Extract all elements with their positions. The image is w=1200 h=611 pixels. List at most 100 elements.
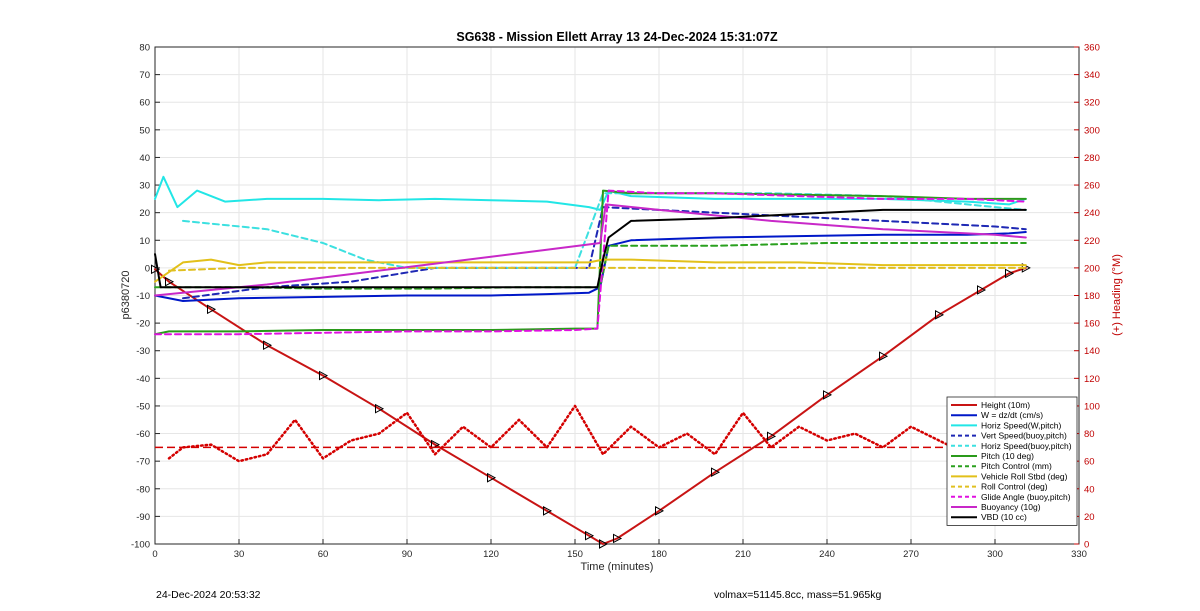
y-tick-label: 40 (139, 153, 150, 164)
y-tick-label: 20 (139, 208, 150, 219)
y2-tick-label: 240 (1084, 208, 1100, 219)
height-marker (487, 472, 497, 483)
y2-tick-label: 100 (1084, 401, 1100, 412)
height-marker (879, 351, 889, 362)
y2-axis-label: (+) Heading (°M) (1111, 254, 1123, 336)
series-layer (151, 175, 1079, 549)
height-marker (263, 340, 273, 351)
y-tick-label: -90 (136, 512, 150, 523)
legend-label: Vehicle Roll Stbd (deg) (981, 471, 1068, 481)
y-axis-label: p6380720 (120, 271, 132, 320)
y-tick-label: -10 (136, 291, 150, 302)
y2-tick-label: 280 (1084, 153, 1100, 164)
height-marker (711, 467, 721, 478)
series-vehicle-roll-stbd-deg (154, 258, 1027, 283)
x-axis-label: Time (minutes) (581, 561, 654, 573)
legend-label: Glide Angle (buoy,pitch) (981, 492, 1071, 502)
series-heading (167, 404, 1025, 463)
y-tick-label: 10 (139, 236, 150, 247)
series-height-10m (154, 266, 1027, 545)
y2-tick-label: 0 (1084, 540, 1089, 551)
legend-label: Buoyancy (10g) (981, 502, 1041, 512)
y-tick-label: 0 (145, 263, 150, 274)
y2-tick-label: 300 (1084, 125, 1100, 136)
height-marker (543, 506, 553, 516)
y2-tick-label: 180 (1084, 291, 1100, 302)
height-marker (977, 285, 987, 295)
y2-tick-label: 320 (1084, 98, 1100, 109)
y2-tick-label: 160 (1084, 319, 1100, 330)
height-marker (1005, 268, 1015, 279)
series-glide-angle-buoy-pitch (154, 189, 1027, 336)
x-tick-label: 210 (735, 549, 751, 560)
height-marker (599, 539, 609, 549)
height-marker (655, 506, 665, 516)
x-tick-label: 270 (903, 549, 919, 560)
y-tick-label: -40 (136, 374, 150, 385)
height-marker (319, 370, 329, 381)
legend-label: Horiz Speed(W,pitch) (981, 420, 1061, 430)
y-axis-right: 0 20 40 60 80 100 120 140 160 180 200 220 240 260 280 3… (1074, 43, 1100, 551)
y-axis-left: -100-90-80-70-60-50-40-30-20-10010203040… (131, 43, 160, 551)
y2-tick-label: 80 (1084, 429, 1095, 440)
legend-label: VBD (10 cc) (981, 512, 1027, 522)
height-marker (823, 390, 833, 400)
series-vert-speed-buoy-pitch (182, 206, 1027, 300)
height-marker (375, 403, 385, 414)
series-buoyancy-10g (154, 203, 1027, 297)
y-tick-label: 50 (139, 125, 150, 136)
y2-tick-label: 360 (1084, 43, 1100, 54)
y2-tick-label: 200 (1084, 263, 1100, 274)
y-tick-label: -20 (136, 319, 150, 330)
height-marker (613, 533, 623, 544)
height-marker (585, 530, 595, 541)
legend: Height (10m)W = dz/dt (cm/s)Horiz Speed(… (946, 396, 1078, 526)
height-marker (767, 431, 777, 442)
y-tick-label: -30 (136, 346, 150, 357)
x-tick-label: 180 (651, 549, 667, 560)
series-vbd-10-cc (154, 208, 1027, 289)
legend-label: Vert Speed(buoy,pitch) (981, 431, 1067, 441)
chart-title: SG638 - Mission Ellett Array 13 24-Dec-2… (456, 30, 778, 44)
footer-summary: volmax=51145.8cc, mass=51.965kg (714, 589, 882, 601)
series-horiz-speed-buoy-pitch (182, 192, 1027, 269)
x-tick-label: 240 (819, 549, 835, 560)
y-tick-label: -60 (136, 429, 150, 440)
y-tick-label: 70 (139, 70, 150, 81)
legend-label: Horiz Speed(buoy,pitch) (981, 441, 1072, 451)
footer-timestamp: 24-Dec-2024 20:53:32 (156, 589, 261, 601)
x-tick-label: 60 (318, 549, 329, 560)
y-tick-label: 30 (139, 181, 150, 192)
x-tick-label: 300 (987, 549, 1003, 560)
legend-label: Pitch Control (mm) (981, 461, 1052, 471)
y-tick-label: -70 (136, 457, 150, 468)
legend-box (946, 396, 1078, 526)
y2-tick-label: 220 (1084, 236, 1100, 247)
y-tick-label: -100 (131, 540, 150, 551)
x-tick-label: 150 (567, 549, 583, 560)
series-horiz-speed-w-pitch (154, 175, 1027, 211)
height-marker (165, 276, 175, 287)
height-marker (431, 439, 441, 450)
y2-tick-label: 120 (1084, 374, 1100, 385)
y-tick-label: -80 (136, 484, 150, 495)
y2-tick-label: 140 (1084, 346, 1100, 357)
y2-tick-label: 40 (1084, 484, 1095, 495)
x-tick-label: 120 (483, 549, 499, 560)
height-marker (151, 264, 161, 275)
x-axis: 0 30 60 90 120 150 180 210 240 270 300 330 (152, 539, 1087, 560)
grid (154, 46, 1080, 545)
y-tick-label: -50 (136, 401, 150, 412)
height-marker (935, 309, 945, 320)
y-tick-label: 60 (139, 98, 150, 109)
height-marker (207, 304, 217, 315)
legend-label: Pitch (10 deg) (981, 451, 1034, 461)
legend-label: W = dz/dt (cm/s) (981, 410, 1043, 420)
x-tick-label: 0 (152, 549, 157, 560)
y2-tick-label: 60 (1084, 457, 1095, 468)
x-tick-label: 330 (1071, 549, 1087, 560)
y-tick-label: 80 (139, 43, 150, 54)
x-tick-label: 30 (234, 549, 245, 560)
legend-label: Height (10m) (981, 400, 1030, 410)
